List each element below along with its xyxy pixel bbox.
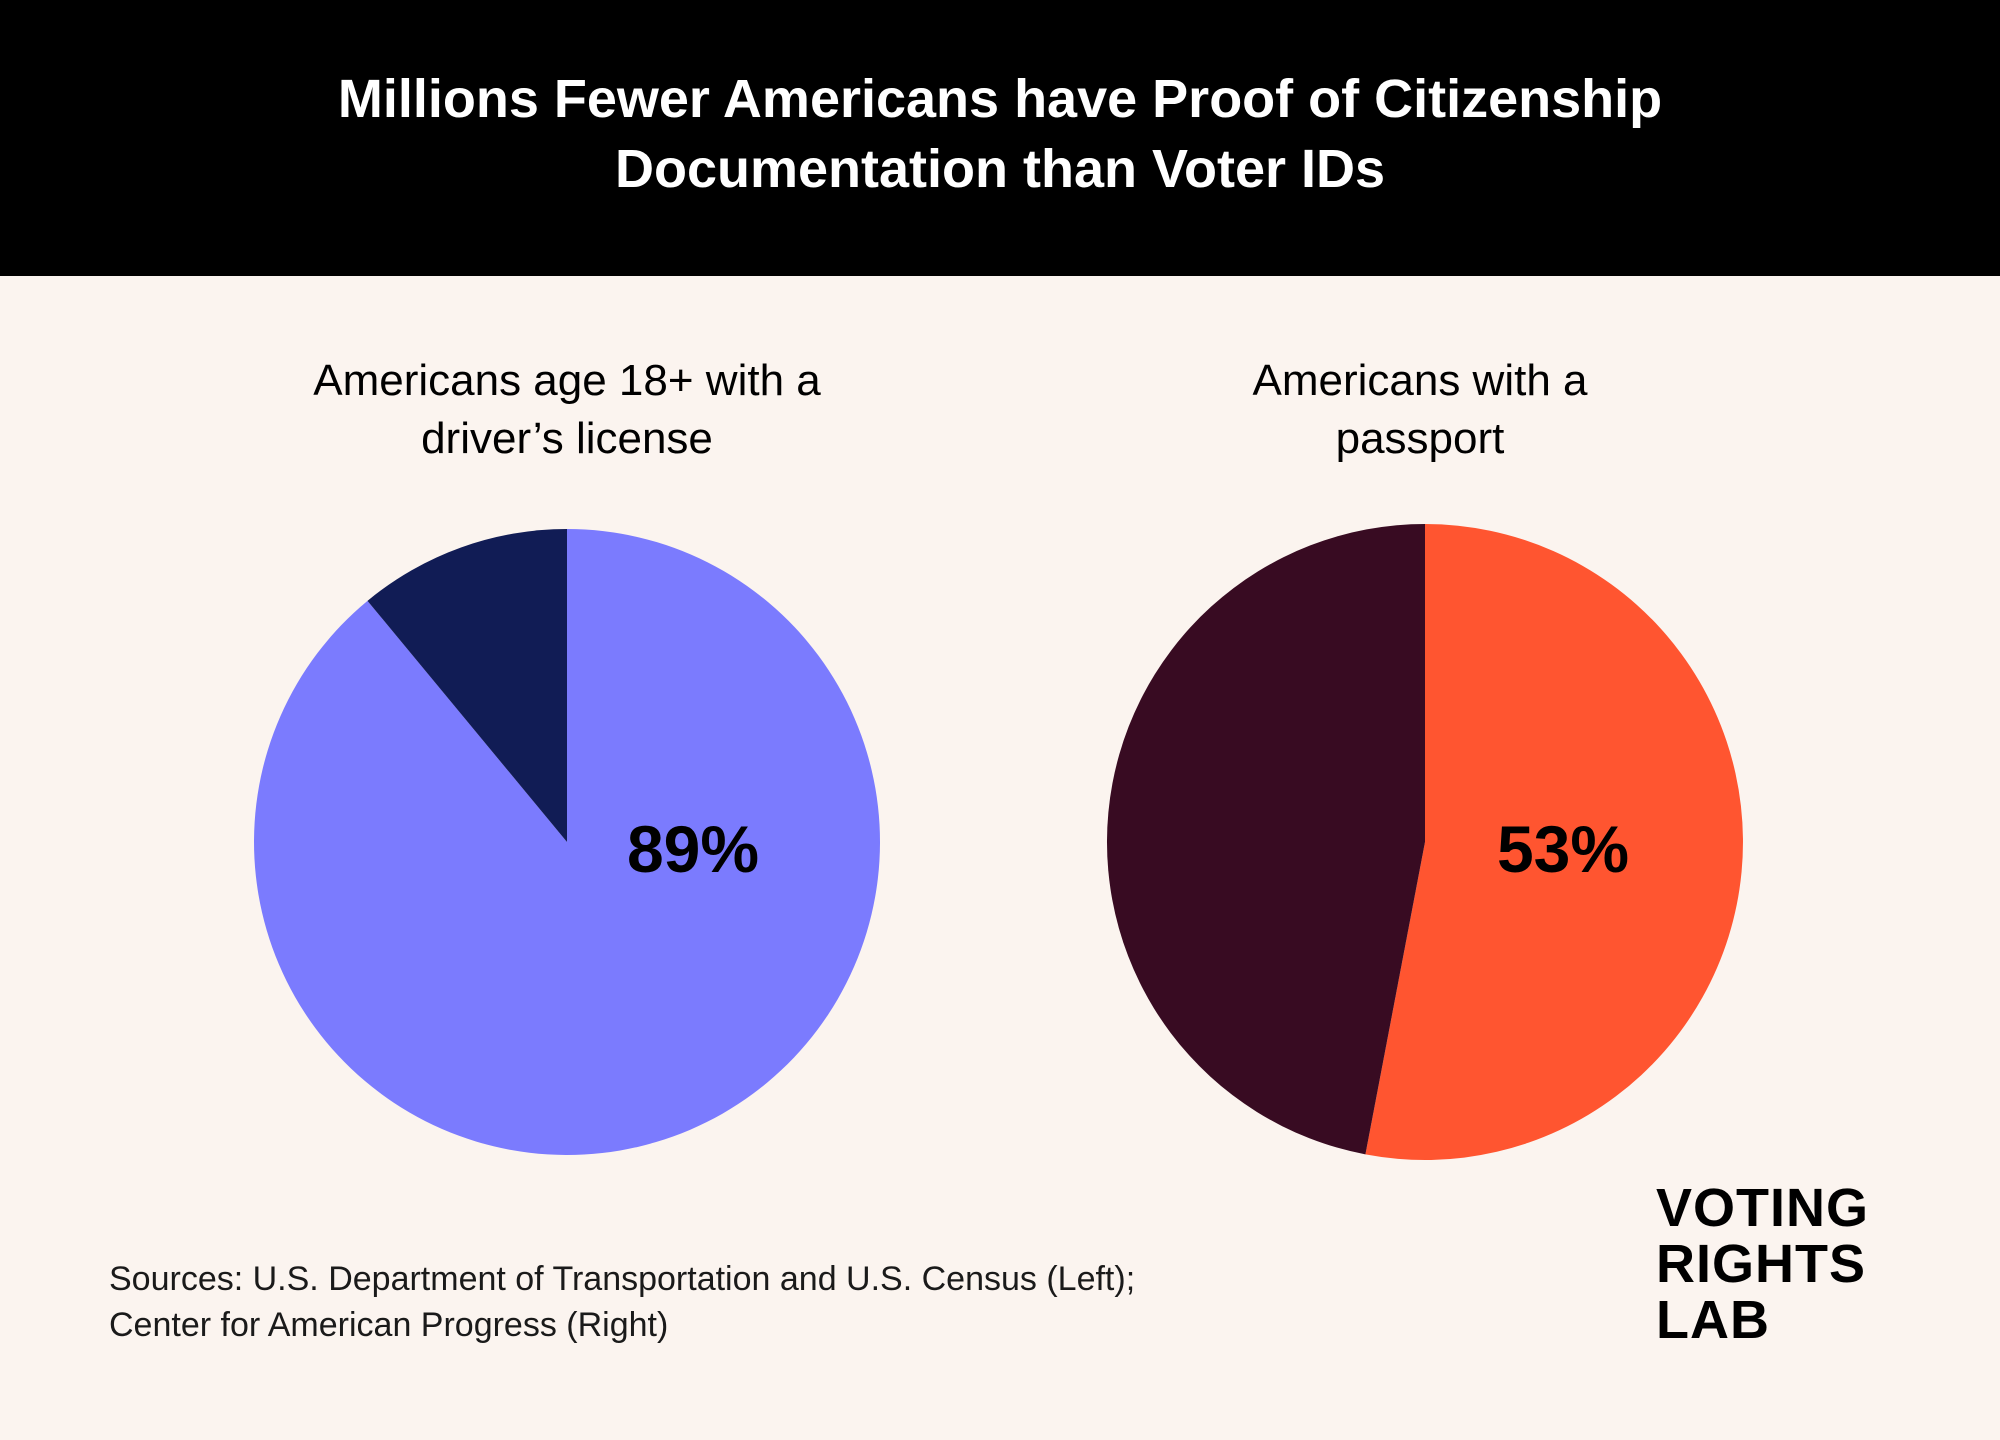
passport-no-slice xyxy=(1106,524,1425,1155)
passport-yes-slice xyxy=(1365,524,1743,1160)
logo-line-3: LAB xyxy=(1656,1290,1770,1350)
page-title-line-1: Millions Fewer Americans have Proof of C… xyxy=(337,69,1663,129)
license-chart-title-line-1: Americans age 18+ with a xyxy=(313,356,821,405)
license-chart-title: Americans age 18+ with a driver’s licens… xyxy=(187,352,947,468)
logo-line-1: VOTING xyxy=(1656,1178,1870,1238)
sources-note: Sources: U.S. Department of Transportati… xyxy=(109,1256,1135,1348)
passport-percent-label: 53% xyxy=(1497,812,1629,886)
logo-line-2: RIGHTS xyxy=(1656,1234,1867,1294)
license-percent-label: 89% xyxy=(627,812,759,886)
passport-chart-title-line-2: passport xyxy=(1335,414,1505,463)
passport-chart-title: Americans with a passport xyxy=(1040,352,1800,468)
license-yes-slice xyxy=(254,529,881,1155)
header-banner: Millions Fewer Americans have Proof of C… xyxy=(0,0,2000,276)
sources-line-2: Center for American Progress (Right) xyxy=(109,1306,669,1344)
page-title-line-2: Documentation than Voter IDs xyxy=(614,139,1386,199)
passport-chart-title-line-1: Americans with a xyxy=(1252,356,1588,405)
license-chart-title-line-2: driver’s license xyxy=(421,414,713,463)
sources-line-1: Sources: U.S. Department of Transportati… xyxy=(109,1260,1136,1298)
license-no-slice xyxy=(367,529,567,842)
voting-rights-lab-logo: VOTING RIGHTS LAB xyxy=(1656,1180,1869,1348)
